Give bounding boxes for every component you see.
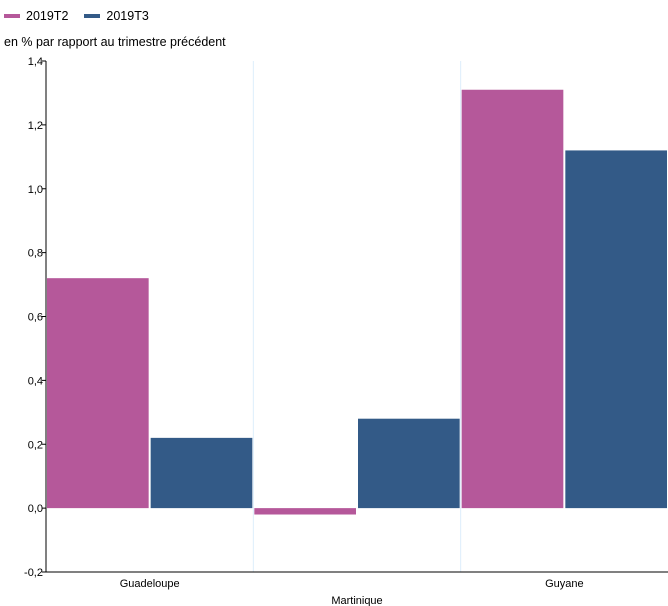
y-tick-label: 0,6 xyxy=(28,312,43,324)
bar-guadeloupe-series-2[interactable] xyxy=(150,437,253,509)
x-tick-label-guadeloupe: Guadeloupe xyxy=(120,578,180,590)
legend-item-series-1[interactable]: 2019T2 xyxy=(4,9,68,23)
chart-legend: 2019T2 2019T3 xyxy=(4,9,165,23)
y-tick-label: 0,0 xyxy=(28,503,43,515)
y-tick-label: 0,2 xyxy=(28,439,43,451)
legend-label-series-2: 2019T3 xyxy=(106,9,149,23)
y-tick-label: 1,0 xyxy=(28,184,43,196)
bar-martinique-series-1[interactable] xyxy=(254,508,356,515)
bar-guyane-series-1[interactable] xyxy=(461,89,564,509)
y-axis-unit-label: en % par rapport au trimestre précédent xyxy=(4,35,226,49)
legend-swatch-series-2 xyxy=(84,14,101,18)
y-tick-label: 1,4 xyxy=(28,56,43,68)
y-tick-label: 0,4 xyxy=(28,375,43,387)
bar-guyane-series-2[interactable] xyxy=(565,150,667,509)
x-tick-label-martinique: Martinique xyxy=(331,595,382,606)
y-tick-label: 0,8 xyxy=(28,248,43,260)
x-tick-label-guyane: Guyane xyxy=(545,578,584,590)
legend-swatch-series-1 xyxy=(4,14,20,18)
legend-label-series-1: 2019T2 xyxy=(26,9,69,23)
legend-item-series-2[interactable]: 2019T3 xyxy=(84,9,149,23)
bar-guadeloupe-series-1[interactable] xyxy=(47,278,149,509)
y-tick-label: -0,2 xyxy=(24,567,43,579)
bar-martinique-series-2[interactable] xyxy=(358,418,460,509)
y-tick-label: 1,2 xyxy=(28,120,43,132)
